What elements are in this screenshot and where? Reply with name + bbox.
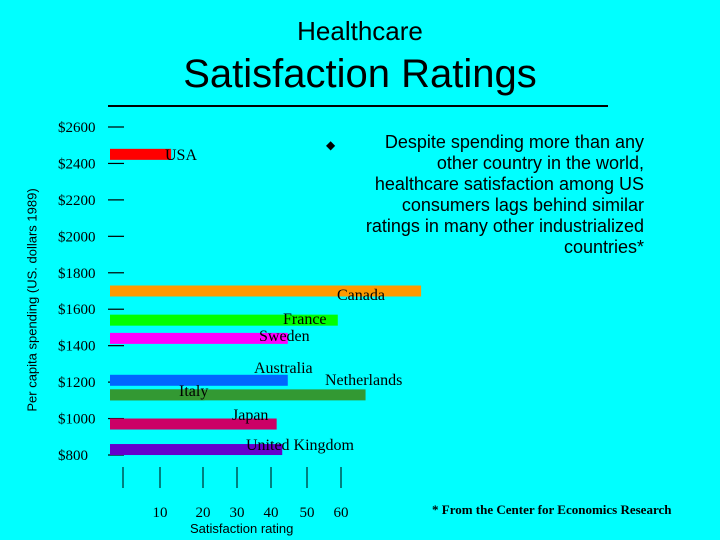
page-title: Healthcare <box>297 16 423 46</box>
bar-united-kingdom <box>110 444 283 456</box>
x-tick-label: 60 <box>334 505 349 521</box>
bar-label-japan: Japan <box>232 407 268 424</box>
bar-japan <box>110 418 277 430</box>
y-tick-label: $1000 <box>58 412 96 428</box>
diamond-bullet-icon: ◆ <box>326 138 336 152</box>
bar-label-united-kingdom: United Kingdom <box>246 437 355 454</box>
x-tick-label: 40 <box>264 505 279 521</box>
x-axis-label: Satisfaction rating <box>190 521 294 536</box>
bar-label-netherlands: Netherlands <box>325 372 402 389</box>
y-tick-label: $1400 <box>58 339 96 355</box>
bar-canada <box>110 285 422 297</box>
bar-usa <box>110 148 172 160</box>
y-tick-label: $1800 <box>58 266 96 282</box>
y-tick-label: $2400 <box>58 156 96 172</box>
bar-italy <box>110 389 205 401</box>
x-tick-label: 50 <box>300 505 315 521</box>
title-underline <box>108 105 608 107</box>
annotation-text: Despite spending more than any other cou… <box>365 132 644 257</box>
bar-france <box>110 314 338 326</box>
y-tick-label: $1600 <box>58 302 96 318</box>
bar-label-italy: Italy <box>179 383 208 400</box>
y-tick-label: $2600 <box>58 120 96 136</box>
bar-australia <box>110 374 288 386</box>
x-axis: 10 20 30 40 50 60 <box>122 467 349 521</box>
x-tick-label: 30 <box>230 505 245 521</box>
bar-label-france: France <box>283 311 327 328</box>
y-tick-label: $1200 <box>58 375 96 391</box>
x-tick-label: 20 <box>196 505 211 521</box>
y-axis: $2600 $2400 $2200 $2000 $1800 $1600 $1400 $1200… <box>58 120 124 464</box>
page-subtitle: Satisfaction Ratings <box>183 52 537 96</box>
footnote: * From the Center for Economics Research <box>432 502 672 517</box>
bar-sweden <box>110 332 288 344</box>
x-tick-label: 10 <box>153 505 168 521</box>
y-tick-label: $800 <box>58 448 88 464</box>
bar-label-australia: Australia <box>254 360 313 377</box>
bar-netherlands <box>110 389 366 401</box>
annotation-note: ◆ Despite spending more than any other c… <box>326 132 644 258</box>
bar-label-usa: USA <box>165 147 197 164</box>
bars <box>110 148 422 456</box>
y-tick-label: $2000 <box>58 229 96 245</box>
bar-label-canada: Canada <box>337 287 385 304</box>
y-tick-label: $2200 <box>58 193 96 209</box>
bar-label-sweden: Sweden <box>259 328 310 345</box>
